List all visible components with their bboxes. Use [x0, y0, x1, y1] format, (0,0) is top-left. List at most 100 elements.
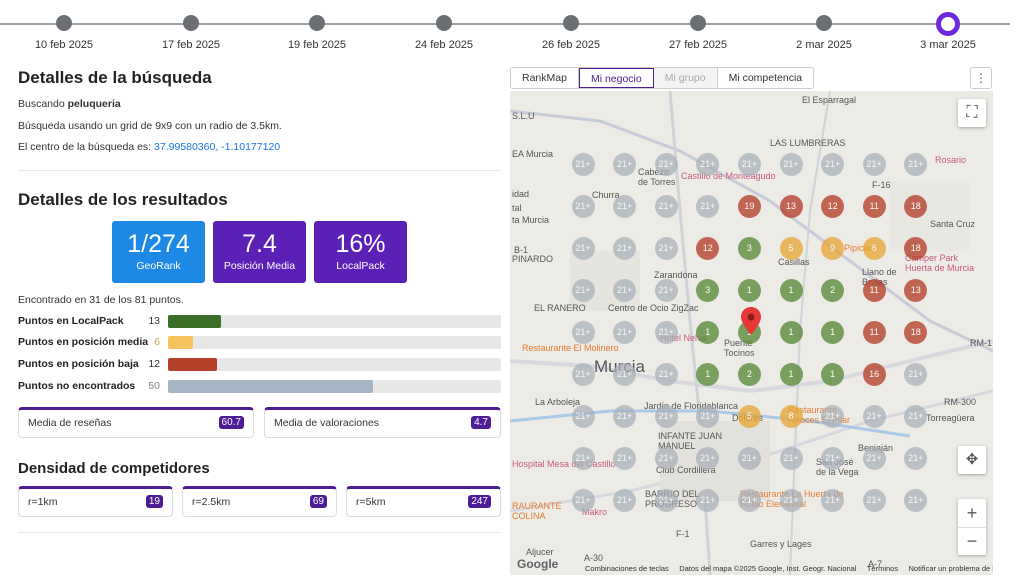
map-tab[interactable]: Mi negocio: [578, 68, 654, 88]
timeline-node[interactable]: [936, 12, 960, 36]
grid-rank-point[interactable]: 13: [779, 194, 803, 218]
timeline-date[interactable]: 24 feb 2025: [414, 39, 474, 51]
timeline-date[interactable]: 19 feb 2025: [287, 39, 347, 51]
timeline-node[interactable]: [436, 15, 452, 31]
map-tab[interactable]: Mi competencia: [717, 68, 814, 88]
grid-rank-point[interactable]: 21+: [654, 446, 678, 470]
grid-rank-point[interactable]: 8: [779, 404, 803, 428]
grid-rank-point[interactable]: 1: [779, 320, 803, 344]
grid-rank-point[interactable]: 21+: [779, 446, 803, 470]
timeline-date[interactable]: 26 feb 2025: [541, 39, 601, 51]
grid-rank-point[interactable]: 21+: [571, 194, 595, 218]
grid-rank-point[interactable]: 13: [904, 278, 928, 302]
grid-rank-point[interactable]: 3: [696, 278, 720, 302]
grid-rank-point[interactable]: 21+: [654, 194, 678, 218]
grid-rank-point[interactable]: 21+: [862, 446, 886, 470]
grid-rank-point[interactable]: 21+: [613, 404, 637, 428]
grid-rank-point[interactable]: 3: [737, 236, 761, 260]
zoom-in-button[interactable]: +: [966, 503, 978, 523]
grid-rank-point[interactable]: 21+: [571, 152, 595, 176]
grid-rank-point[interactable]: 1: [696, 320, 720, 344]
grid-rank-point[interactable]: 2: [737, 362, 761, 386]
grid-rank-point[interactable]: 21+: [821, 152, 845, 176]
grid-rank-point[interactable]: 9: [821, 236, 845, 260]
timeline-node[interactable]: [56, 15, 72, 31]
grid-rank-point[interactable]: 1: [696, 362, 720, 386]
timeline-node[interactable]: [690, 15, 706, 31]
grid-rank-point[interactable]: 21+: [821, 446, 845, 470]
grid-rank-point[interactable]: 18: [904, 194, 928, 218]
grid-rank-point[interactable]: 21+: [571, 488, 595, 512]
timeline-node[interactable]: [816, 15, 832, 31]
grid-rank-point[interactable]: 11: [862, 278, 886, 302]
grid-rank-point[interactable]: 12: [821, 194, 845, 218]
grid-rank-point[interactable]: 21+: [904, 152, 928, 176]
grid-rank-point[interactable]: 21+: [654, 320, 678, 344]
timeline-date[interactable]: 3 mar 2025: [920, 39, 976, 51]
fullscreen-icon[interactable]: ⛶: [958, 99, 986, 127]
grid-rank-point[interactable]: 21+: [696, 488, 720, 512]
grid-rank-point[interactable]: 11: [862, 320, 886, 344]
report-problem-link[interactable]: Notificar un problema de Maps: [908, 564, 993, 573]
grid-rank-point[interactable]: 21+: [904, 404, 928, 428]
grid-rank-point[interactable]: 1: [779, 362, 803, 386]
grid-rank-point[interactable]: 21+: [571, 362, 595, 386]
grid-rank-point[interactable]: 6: [862, 236, 886, 260]
grid-rank-point[interactable]: 21+: [613, 278, 637, 302]
terms-link[interactable]: Términos: [866, 564, 899, 573]
grid-rank-point[interactable]: 19: [737, 194, 761, 218]
grid-rank-point[interactable]: 21+: [613, 320, 637, 344]
grid-rank-point[interactable]: 2: [821, 278, 845, 302]
grid-rank-point[interactable]: 21+: [654, 362, 678, 386]
grid-rank-point[interactable]: 21+: [571, 404, 595, 428]
grid-rank-point[interactable]: 21+: [821, 404, 845, 428]
grid-rank-point[interactable]: 12: [696, 236, 720, 260]
grid-rank-point[interactable]: 21+: [862, 488, 886, 512]
timeline-node[interactable]: [563, 15, 579, 31]
grid-rank-point[interactable]: 21+: [862, 152, 886, 176]
grid-rank-point[interactable]: 21+: [904, 488, 928, 512]
grid-rank-point[interactable]: 18: [904, 236, 928, 260]
grid-rank-point[interactable]: 21+: [862, 404, 886, 428]
grid-rank-point[interactable]: 16: [862, 362, 886, 386]
map-tab[interactable]: RankMap: [511, 68, 579, 88]
grid-rank-point[interactable]: 21+: [821, 488, 845, 512]
grid-rank-point[interactable]: 21+: [737, 488, 761, 512]
grid-rank-point[interactable]: 21+: [696, 152, 720, 176]
timeline-date[interactable]: 17 feb 2025: [161, 39, 221, 51]
shortcuts-link[interactable]: Combinaciones de teclas: [585, 564, 669, 573]
grid-rank-point[interactable]: 21+: [696, 194, 720, 218]
grid-rank-point[interactable]: 5: [779, 236, 803, 260]
grid-rank-point[interactable]: 21+: [654, 488, 678, 512]
grid-rank-point[interactable]: 21+: [904, 446, 928, 470]
grid-rank-point[interactable]: 21+: [613, 362, 637, 386]
grid-rank-point[interactable]: 21+: [737, 446, 761, 470]
grid-rank-point[interactable]: 21+: [654, 278, 678, 302]
grid-rank-point[interactable]: 11: [862, 194, 886, 218]
grid-rank-point[interactable]: 21+: [613, 446, 637, 470]
grid-rank-point[interactable]: 21+: [613, 152, 637, 176]
grid-rank-point[interactable]: 21+: [613, 236, 637, 260]
grid-rank-point[interactable]: 1: [779, 278, 803, 302]
center-coords-link[interactable]: 37.99580360, -1.10177120: [154, 141, 281, 153]
pan-icon[interactable]: ✥: [958, 446, 986, 474]
grid-rank-point[interactable]: 21+: [904, 362, 928, 386]
grid-rank-point[interactable]: 21+: [696, 404, 720, 428]
grid-rank-point[interactable]: 21+: [654, 152, 678, 176]
grid-rank-point[interactable]: 21+: [571, 278, 595, 302]
grid-rank-point[interactable]: 21+: [779, 488, 803, 512]
grid-rank-point[interactable]: 21+: [737, 152, 761, 176]
timeline-date[interactable]: 2 mar 2025: [796, 39, 852, 51]
grid-rank-point[interactable]: 21+: [613, 194, 637, 218]
grid-rank-point[interactable]: 21+: [654, 404, 678, 428]
grid-rank-point[interactable]: 21+: [696, 446, 720, 470]
timeline-date[interactable]: 10 feb 2025: [34, 39, 94, 51]
grid-rank-point[interactable]: 21+: [779, 152, 803, 176]
timeline-node[interactable]: [183, 15, 199, 31]
grid-rank-point[interactable]: 21+: [571, 320, 595, 344]
timeline-date[interactable]: 27 feb 2025: [668, 39, 728, 51]
grid-rank-point[interactable]: 1: [821, 320, 845, 344]
grid-rank-point[interactable]: 21+: [571, 446, 595, 470]
timeline-node[interactable]: [309, 15, 325, 31]
map-view[interactable]: El Esparragal S.L.U LAS LUMBRERAS EA Murcia…: [510, 91, 993, 575]
